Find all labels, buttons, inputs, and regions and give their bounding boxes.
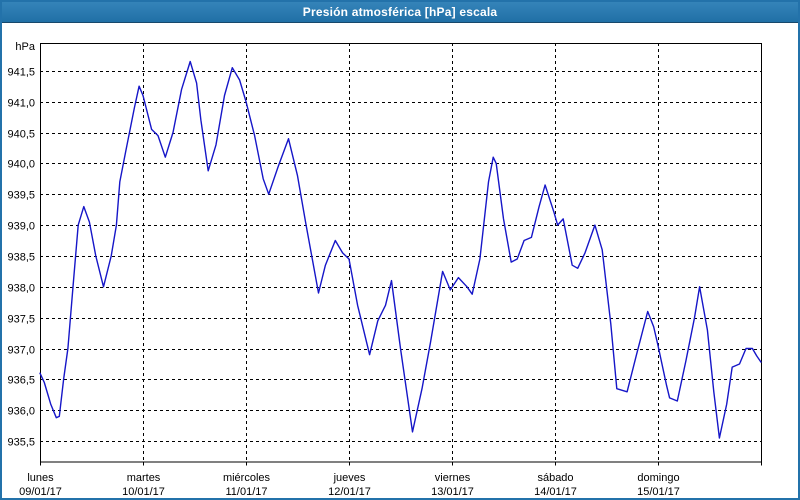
- x-date-label: 10/01/17: [122, 486, 165, 498]
- y-tick-label: 940,5: [7, 129, 35, 141]
- y-tick-label: 938,5: [7, 252, 35, 264]
- y-tick-label: 937,5: [7, 314, 35, 326]
- x-day-label: miércoles: [223, 472, 271, 484]
- y-tick-label: 936,5: [7, 375, 35, 387]
- vertical-gridlines: [143, 43, 659, 462]
- y-tick-label: 939,0: [7, 221, 35, 233]
- y-tick-label: 938,0: [7, 283, 35, 295]
- x-date-label: 11/01/17: [225, 486, 267, 498]
- x-day-label: jueves: [333, 472, 366, 484]
- title-bar: Presión atmosférica [hPa] escala: [2, 2, 798, 23]
- pressure-chart: 941,5 941,0 940,5 940,0 939,5 939,0 938,5 938,0…: [2, 23, 798, 498]
- y-tick-label: 935,5: [7, 437, 35, 449]
- y-tick-label: 937,0: [7, 345, 35, 357]
- y-tick-label: 941,0: [7, 98, 35, 110]
- x-axis-labels: lunes 09/01/17 martes 10/01/17 miércoles 11/0…: [19, 472, 680, 498]
- x-date-label: 14/01/17: [534, 486, 577, 498]
- horizontal-gridlines: [40, 71, 761, 442]
- plot-frame: [40, 43, 762, 463]
- y-tick-label: 939,5: [7, 190, 35, 202]
- y-axis-unit-label: hPa: [15, 41, 35, 53]
- x-date-label: 15/01/17: [637, 486, 680, 498]
- y-tick-label: 941,5: [7, 67, 35, 79]
- x-date-label: 13/01/17: [431, 486, 474, 498]
- plot-background: [2, 23, 798, 498]
- x-day-label: sábado: [537, 472, 573, 484]
- y-axis-labels: 941,5 941,0 940,5 940,0 939,5 939,0 938,5 938,0…: [7, 67, 35, 449]
- y-tick-label: 936,0: [7, 406, 35, 418]
- chart-area: 941,5 941,0 940,5 940,0 939,5 939,0 938,5 938,0…: [2, 23, 798, 498]
- y-tick-label: 940,0: [7, 159, 35, 171]
- window-title: Presión atmosférica [hPa] escala: [302, 5, 498, 19]
- x-day-label: martes: [127, 472, 161, 484]
- x-day-label: domingo: [637, 472, 679, 484]
- x-day-label: viernes: [435, 472, 471, 484]
- pressure-line: [39, 60, 762, 439]
- x-date-label: 12/01/17: [328, 486, 371, 498]
- x-day-label: lunes: [27, 472, 54, 484]
- x-date-label: 09/01/17: [19, 486, 62, 498]
